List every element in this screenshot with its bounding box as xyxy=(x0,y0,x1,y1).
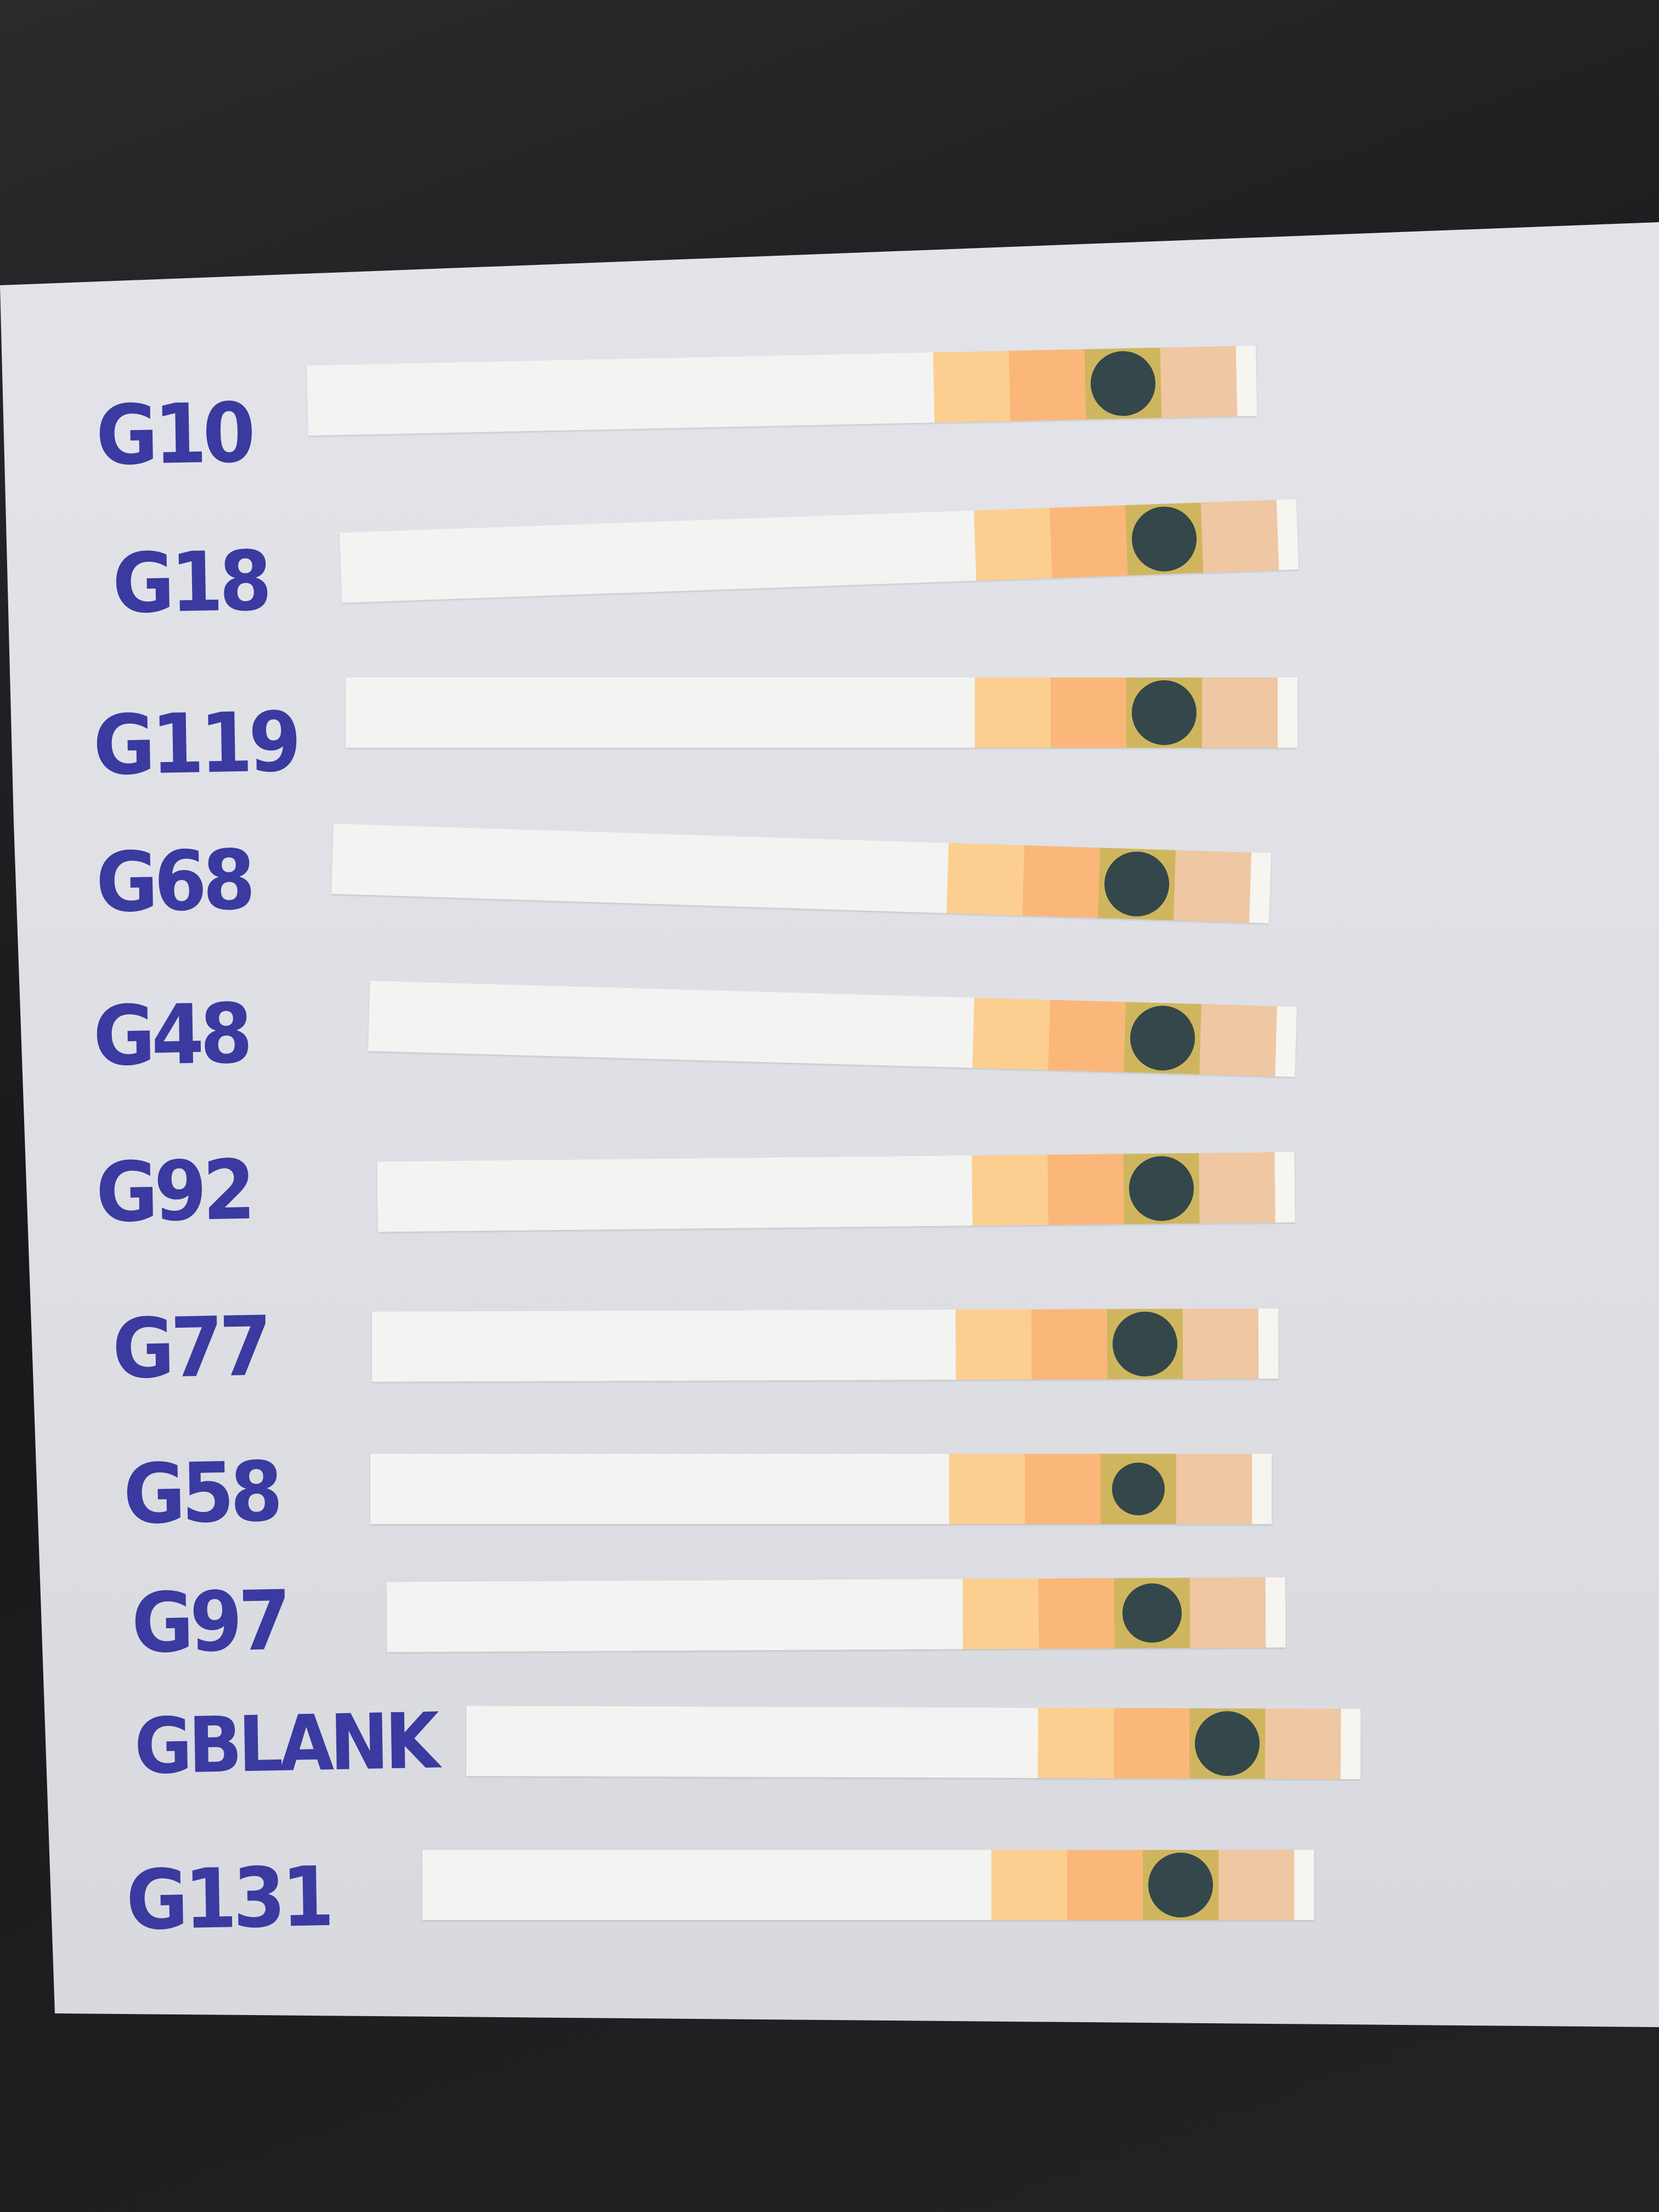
reagent-pad xyxy=(1176,1454,1252,1524)
reagent-pad xyxy=(1199,1152,1276,1223)
reagent-pad-spot xyxy=(1189,1708,1266,1779)
dark-test-spot xyxy=(1131,505,1198,573)
reagent-pad-spot xyxy=(1123,1153,1200,1224)
reagent-pad xyxy=(1218,1850,1294,1920)
reagent-pad xyxy=(1047,1154,1124,1225)
test-strip xyxy=(346,678,1297,748)
strip-label: G10 xyxy=(95,385,252,484)
test-strip xyxy=(370,1454,1272,1524)
strip-end xyxy=(1276,499,1299,571)
reagent-pad xyxy=(949,1454,1025,1524)
dark-test-spot xyxy=(1128,1155,1194,1222)
reagent-pad xyxy=(1173,850,1252,923)
reagent-pad xyxy=(1200,500,1279,573)
strip-end xyxy=(1258,1308,1279,1379)
dark-test-spot xyxy=(1112,1311,1178,1377)
test-strip xyxy=(422,1850,1314,1920)
strip-end xyxy=(1252,1454,1272,1524)
strip-label: G131 xyxy=(125,1849,331,1949)
reagent-pad xyxy=(1182,1308,1259,1379)
strip-end xyxy=(1278,678,1297,748)
strip-label: G48 xyxy=(92,986,250,1085)
strip-label: G92 xyxy=(95,1142,252,1241)
reagent-pad xyxy=(1199,1004,1277,1076)
strip-label: G68 xyxy=(95,832,252,931)
strip-end xyxy=(1249,852,1272,923)
reagent-pad-spot xyxy=(1101,1454,1176,1524)
reagent-pad xyxy=(1049,505,1128,578)
reagent-pad xyxy=(1113,1708,1190,1779)
test-strip xyxy=(386,1577,1286,1652)
reagent-pad xyxy=(933,351,1011,423)
strip-end xyxy=(1235,346,1257,416)
test-strip xyxy=(466,1706,1361,1779)
strip-blank-section xyxy=(370,1454,949,1524)
reagent-pad xyxy=(955,1309,1032,1380)
reagent-pad xyxy=(1048,1000,1126,1073)
strip-blank-section xyxy=(371,1310,956,1382)
reagent-pad xyxy=(1189,1577,1266,1648)
test-strip xyxy=(371,1308,1279,1382)
strip-end xyxy=(1340,1708,1361,1779)
reagent-pad xyxy=(1008,349,1086,421)
strip-blank-section xyxy=(307,352,935,436)
reagent-pad-spot xyxy=(1124,1002,1201,1075)
reagent-pad xyxy=(946,843,1025,916)
strip-label: G58 xyxy=(122,1444,280,1543)
dark-test-spot xyxy=(1132,680,1197,745)
reagent-pad-spot xyxy=(1114,1577,1190,1649)
reagent-pad xyxy=(972,997,1050,1070)
dark-test-spot xyxy=(1103,850,1170,918)
reagent-pad xyxy=(1038,1578,1115,1649)
reagent-pad xyxy=(1051,678,1126,748)
reagent-pad xyxy=(1037,1707,1114,1779)
strip-end xyxy=(1274,1152,1295,1223)
strip-blank-section xyxy=(346,678,975,748)
reagent-pad xyxy=(1025,1454,1101,1524)
reagent-pad-spot xyxy=(1098,848,1176,921)
reagent-pad xyxy=(1067,1850,1143,1920)
strip-label: G97 xyxy=(131,1573,288,1672)
reagent-pad xyxy=(1202,678,1278,748)
strip-end xyxy=(1275,1006,1297,1077)
strip-blank-section xyxy=(466,1706,1039,1778)
strip-end xyxy=(1265,1577,1286,1648)
strip-label: GBLANK xyxy=(133,1696,437,1792)
dark-test-spot xyxy=(1129,1005,1196,1071)
strip-blank-section xyxy=(422,1850,991,1920)
strip-blank-section xyxy=(377,1155,973,1232)
reagent-pad-spot xyxy=(1143,1850,1218,1920)
reagent-pad xyxy=(1160,346,1238,418)
reagent-pad-spot xyxy=(1125,503,1204,575)
reagent-pad-spot xyxy=(1084,347,1162,420)
strip-blank-section xyxy=(386,1579,963,1652)
reagent-pad xyxy=(975,678,1051,748)
reagent-pad xyxy=(962,1578,1039,1650)
reagent-pad xyxy=(972,1154,1048,1226)
dark-test-spot xyxy=(1112,1463,1165,1515)
reagent-pad-spot xyxy=(1107,1308,1183,1380)
strip-end xyxy=(1294,1850,1314,1920)
reagent-pad xyxy=(1031,1309,1108,1380)
strip-label: G119 xyxy=(92,694,298,794)
dark-test-spot xyxy=(1148,1853,1213,1917)
dark-test-spot xyxy=(1090,350,1156,417)
test-strip xyxy=(377,1152,1295,1232)
strip-label: G77 xyxy=(111,1299,269,1397)
reagent-pad xyxy=(974,507,1052,581)
reagent-pad-spot xyxy=(1126,678,1202,748)
reagent-pad xyxy=(1022,845,1101,918)
reagent-pad xyxy=(991,1850,1067,1920)
reagent-pad xyxy=(1265,1708,1341,1779)
dark-test-spot xyxy=(1122,1583,1182,1643)
strip-label: G18 xyxy=(111,533,269,632)
dark-test-spot xyxy=(1194,1711,1260,1776)
